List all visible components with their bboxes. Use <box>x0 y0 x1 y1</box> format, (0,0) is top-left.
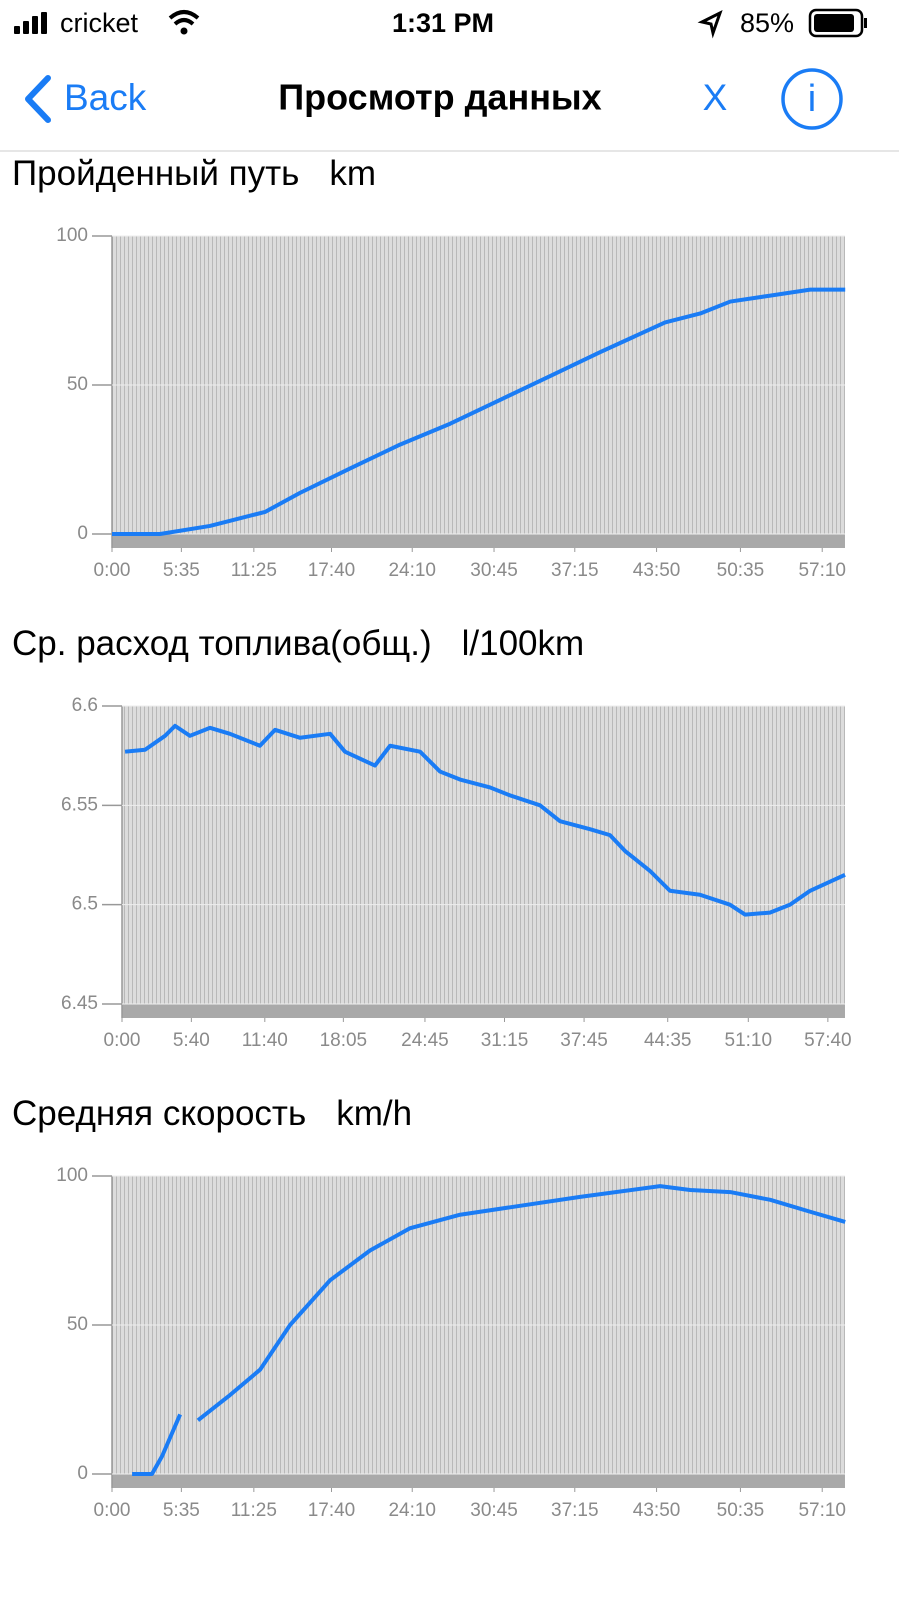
battery-level <box>814 14 854 32</box>
x-tick-label: 37:15 <box>551 1500 599 1521</box>
data-line <box>124 723 846 917</box>
data-line <box>196 1184 846 1422</box>
chart-unit: km/h <box>336 1094 412 1133</box>
battery-tip <box>864 18 867 28</box>
y-tick-label: 100 <box>56 225 88 246</box>
wifi-icon <box>168 10 200 26</box>
x-tick-label: 50:35 <box>717 560 765 581</box>
x-tick-label: 24:10 <box>388 1500 436 1521</box>
x-tick-label: 24:45 <box>401 1030 449 1051</box>
chart-title: Средняя скорость km/h <box>12 1094 412 1133</box>
chart-title-text: Средняя скорость <box>12 1094 306 1133</box>
x-tick-label: 17:40 <box>308 560 356 581</box>
x-tick-label: 30:45 <box>470 1500 518 1521</box>
chart-unit: km <box>329 154 376 193</box>
x-axis-bar <box>112 1474 845 1488</box>
x-tick-label: 0:00 <box>94 1500 131 1521</box>
clock: 1:31 PM <box>392 8 494 38</box>
x-tick-label: 11:40 <box>242 1030 288 1051</box>
battery-percent: 85% <box>740 8 794 38</box>
battery-icon <box>808 8 864 38</box>
x-tick-label: 37:45 <box>560 1030 608 1051</box>
y-tick-label: 50 <box>67 374 88 395</box>
y-tick-label: 6.6 <box>72 695 98 716</box>
location-icon <box>697 10 723 39</box>
y-tick-label: 6.45 <box>61 993 98 1014</box>
chart-title-text: Ср. расход топлива(общ.) <box>12 624 432 663</box>
data-line <box>112 287 846 536</box>
x-tick-label: 0:00 <box>104 1030 141 1051</box>
x-tick-label: 18:05 <box>320 1030 368 1051</box>
x-tick-label: 50:35 <box>717 1500 765 1521</box>
x-tick-label: 57:40 <box>804 1030 852 1051</box>
back-chevron[interactable] <box>25 75 51 123</box>
y-tick-label: 100 <box>56 1165 88 1186</box>
nav-title: Просмотр данных <box>278 77 601 118</box>
x-tick-label: 11:25 <box>231 560 277 581</box>
plot-area <box>122 706 845 1004</box>
back-button[interactable]: Back <box>64 77 147 118</box>
x-tick-label: 11:25 <box>231 1500 277 1521</box>
x-tick-label: 5:35 <box>163 560 200 581</box>
chart-title-text: Пройденный путь <box>12 154 299 193</box>
x-tick-label: 43:50 <box>633 1500 681 1521</box>
chart-title: Ср. расход топлива(общ.) l/100km <box>12 624 584 663</box>
x-tick-label: 37:15 <box>551 560 599 581</box>
carrier: cricket <box>60 8 139 38</box>
x-tick-label: 0:00 <box>94 560 131 581</box>
x-axis-bar <box>122 1004 845 1018</box>
x-tick-label: 57:10 <box>798 1500 846 1521</box>
info-icon-text[interactable]: i <box>808 78 816 120</box>
y-tick-label: 6.55 <box>61 794 98 815</box>
info-button[interactable] <box>781 68 843 130</box>
y-tick-label: 50 <box>67 1314 88 1335</box>
x-tick-label: 30:45 <box>470 560 518 581</box>
wifi-dot <box>180 27 188 35</box>
x-tick-label: 17:40 <box>308 1500 356 1521</box>
y-tick-label: 6.5 <box>72 894 98 915</box>
x-axis-bar <box>112 534 845 548</box>
x-tick-label: 5:35 <box>163 1500 200 1521</box>
x-tick-label: 44:35 <box>644 1030 692 1051</box>
signal-icon <box>14 12 47 34</box>
chart-title: Пройденный путь km <box>12 154 376 193</box>
x-tick-label: 51:10 <box>725 1030 773 1051</box>
x-tick-label: 57:10 <box>798 560 846 581</box>
close-button[interactable]: X <box>703 77 728 118</box>
x-tick-label: 24:10 <box>388 560 436 581</box>
x-tick-label: 43:50 <box>633 560 681 581</box>
x-tick-label: 31:15 <box>481 1030 529 1051</box>
x-tick-label: 5:40 <box>173 1030 210 1051</box>
y-tick-label: 0 <box>77 523 88 544</box>
y-tick-label: 0 <box>77 1463 88 1484</box>
data-line <box>132 1413 182 1476</box>
chart-unit: l/100km <box>462 624 585 663</box>
